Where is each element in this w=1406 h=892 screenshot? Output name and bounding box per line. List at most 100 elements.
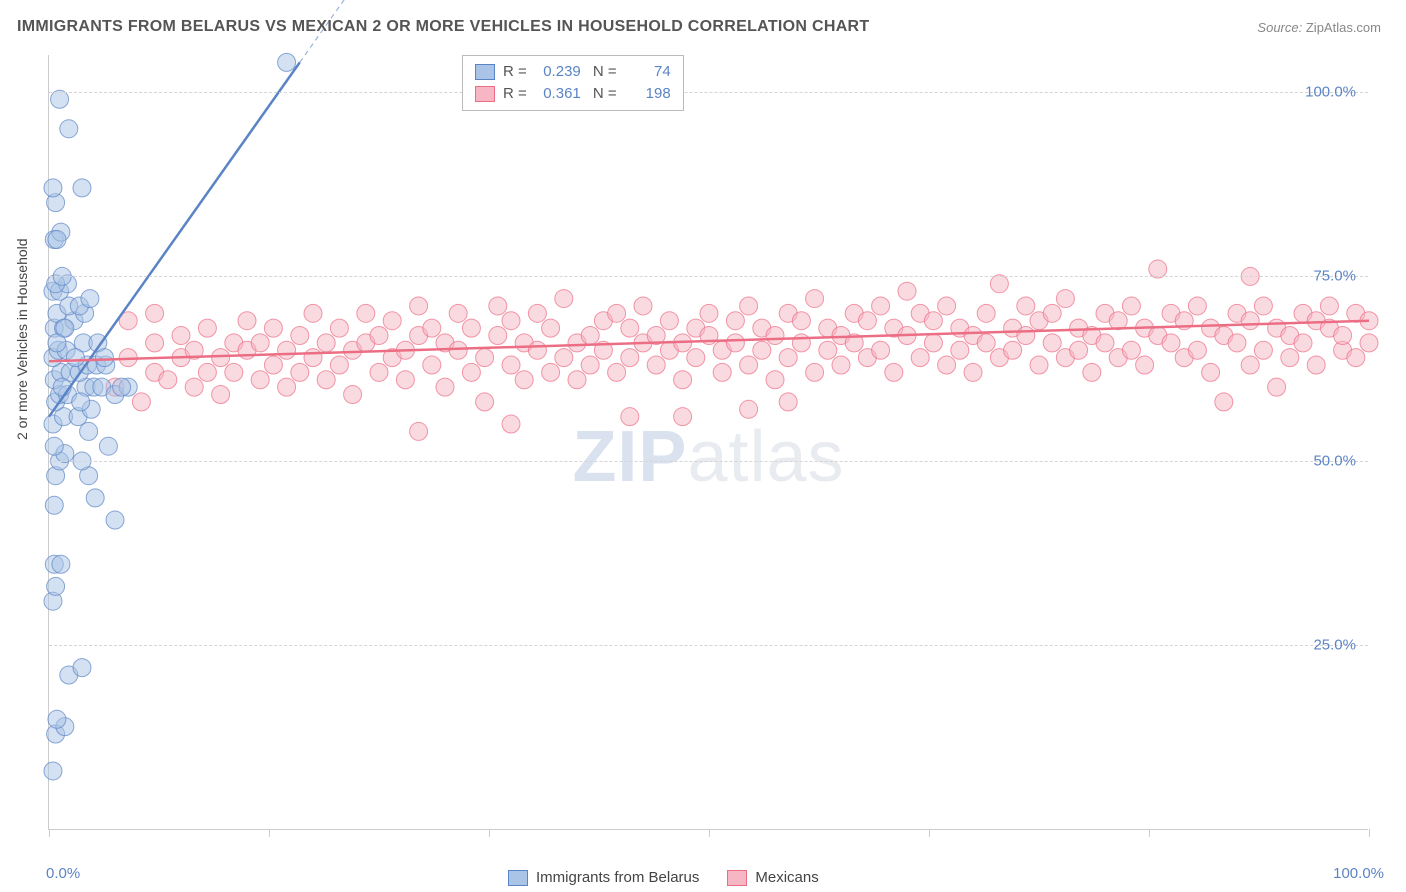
scatter-point xyxy=(80,422,98,440)
scatter-point xyxy=(700,304,718,322)
scatter-point xyxy=(198,319,216,337)
legend-bottom: Immigrants from Belarus Mexicans xyxy=(508,869,819,886)
y-tick-label: 100.0% xyxy=(1305,83,1356,100)
scatter-point xyxy=(621,319,639,337)
scatter-point xyxy=(47,577,65,595)
scatter-point xyxy=(1320,297,1338,315)
scatter-point xyxy=(113,378,131,396)
scatter-point xyxy=(423,319,441,337)
scatter-point xyxy=(436,378,454,396)
scatter-point xyxy=(60,120,78,138)
scatter-point xyxy=(1202,363,1220,381)
scatter-point xyxy=(73,659,91,677)
scatter-point xyxy=(304,304,322,322)
scatter-point xyxy=(172,326,190,344)
scatter-point xyxy=(370,363,388,381)
scatter-point xyxy=(1083,363,1101,381)
scatter-point xyxy=(502,415,520,433)
scatter-point xyxy=(766,371,784,389)
chart-plot-area: ZIPatlas 25.0%50.0%75.0%100.0% xyxy=(48,55,1368,830)
scatter-point xyxy=(858,312,876,330)
scatter-point xyxy=(45,437,63,455)
scatter-point xyxy=(72,393,90,411)
x-tick xyxy=(1149,829,1150,837)
scatter-point xyxy=(344,386,362,404)
scatter-point xyxy=(726,334,744,352)
scatter-point xyxy=(146,304,164,322)
x-tick-label-100: 100.0% xyxy=(1333,865,1384,882)
legend-n-label-0: N = xyxy=(589,61,617,83)
grid-line xyxy=(49,276,1368,277)
scatter-point xyxy=(44,179,62,197)
scatter-point xyxy=(449,304,467,322)
scatter-point xyxy=(766,326,784,344)
scatter-point xyxy=(146,334,164,352)
x-tick-label-0: 0.0% xyxy=(46,865,80,882)
legend-n-value-0: 74 xyxy=(625,61,671,83)
scatter-point xyxy=(212,386,230,404)
scatter-point xyxy=(264,319,282,337)
scatter-point xyxy=(647,356,665,374)
scatter-point xyxy=(515,371,533,389)
scatter-point xyxy=(1122,297,1140,315)
scatter-point xyxy=(608,363,626,381)
scatter-point xyxy=(410,422,428,440)
scatter-point xyxy=(1188,341,1206,359)
scatter-point xyxy=(528,341,546,359)
scatter-point xyxy=(73,179,91,197)
scatter-point xyxy=(476,349,494,367)
scatter-point xyxy=(185,378,203,396)
scatter-point xyxy=(792,334,810,352)
scatter-point xyxy=(278,378,296,396)
scatter-point xyxy=(449,341,467,359)
scatter-point xyxy=(410,297,428,315)
scatter-point xyxy=(1043,304,1061,322)
scatter-point xyxy=(832,356,850,374)
scatter-point xyxy=(1215,393,1233,411)
scatter-point xyxy=(48,710,66,728)
scatter-point xyxy=(1294,334,1312,352)
scatter-point xyxy=(977,304,995,322)
scatter-point xyxy=(48,334,66,352)
grid-line xyxy=(49,92,1368,93)
scatter-point xyxy=(278,53,296,71)
scatter-point xyxy=(872,297,890,315)
scatter-point xyxy=(1136,356,1154,374)
scatter-point xyxy=(291,363,309,381)
scatter-point xyxy=(1360,334,1378,352)
scatter-point xyxy=(621,408,639,426)
scatter-point xyxy=(1017,297,1035,315)
legend-row-0: R = 0.239 N = 74 xyxy=(475,61,671,83)
y-axis-title: 2 or more Vehicles in Household xyxy=(14,238,30,440)
scatter-point xyxy=(330,356,348,374)
x-tick xyxy=(49,829,50,837)
legend-r-value-0: 0.239 xyxy=(535,61,581,83)
y-tick-label: 25.0% xyxy=(1313,637,1356,654)
scatter-point xyxy=(51,90,69,108)
scatter-point xyxy=(911,349,929,367)
legend-bottom-swatch-0 xyxy=(508,870,528,886)
legend-swatch-1 xyxy=(475,86,495,102)
scatter-point xyxy=(99,437,117,455)
scatter-point xyxy=(159,371,177,389)
scatter-point xyxy=(977,334,995,352)
y-tick-label: 75.0% xyxy=(1313,268,1356,285)
scatter-point xyxy=(924,312,942,330)
scatter-point xyxy=(423,356,441,374)
scatter-point xyxy=(304,349,322,367)
scatter-point xyxy=(317,371,335,389)
scatter-point xyxy=(1281,349,1299,367)
scatter-point xyxy=(357,304,375,322)
scatter-point xyxy=(370,326,388,344)
scatter-point xyxy=(1149,260,1167,278)
scatter-point xyxy=(581,356,599,374)
scatter-point xyxy=(674,371,692,389)
scatter-point xyxy=(48,231,66,249)
scatter-point xyxy=(687,349,705,367)
scatter-point xyxy=(938,297,956,315)
scatter-point xyxy=(1228,334,1246,352)
scatter-point xyxy=(1254,297,1272,315)
scatter-point xyxy=(489,297,507,315)
scatter-point xyxy=(581,326,599,344)
scatter-point xyxy=(1043,334,1061,352)
